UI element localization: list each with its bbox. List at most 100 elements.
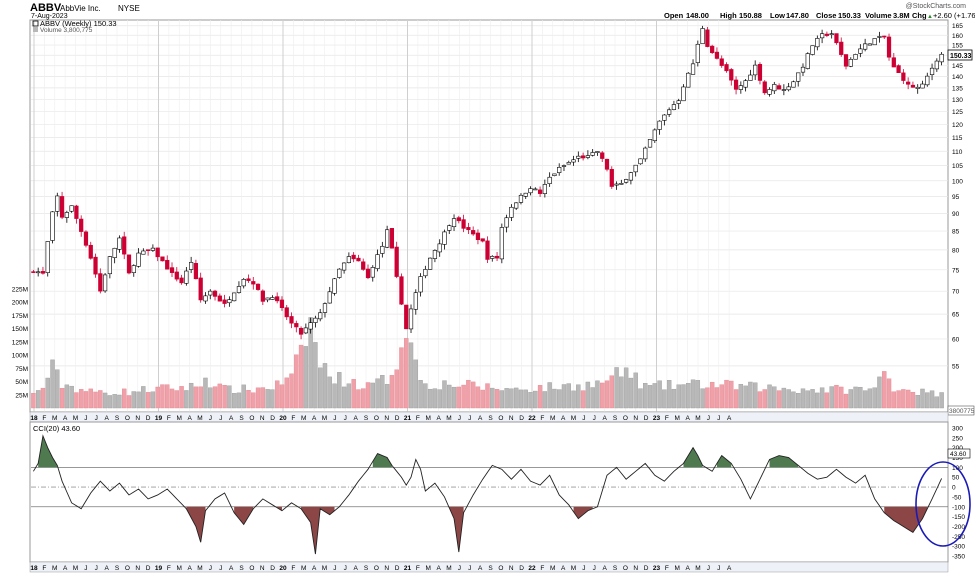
cci-tick-label: 300 [952, 425, 963, 432]
x-axis-tick-label: J [333, 565, 336, 572]
candle-body [413, 292, 418, 310]
candle-body [781, 89, 786, 91]
volume-bar [198, 386, 203, 409]
open-value: 148.00 [686, 11, 709, 20]
volume-bar [341, 386, 347, 409]
volume-bar [652, 383, 658, 409]
x-axis-tick-label: 23 [653, 565, 661, 572]
x-axis-tick-label: A [561, 415, 566, 422]
candle-body [308, 322, 313, 330]
candle-body [122, 236, 127, 255]
volume-bar [174, 390, 180, 409]
candle-body [523, 192, 528, 197]
volume-bar [356, 389, 361, 409]
price-tick-label: 60 [952, 336, 960, 343]
x-axis-tick-label: O [125, 565, 130, 572]
cci-oversold-fill [573, 506, 593, 519]
x-axis-tick-label: O [249, 415, 254, 422]
x-axis-tick-label: A [602, 565, 607, 572]
high-label: High [720, 11, 737, 20]
candle-body [609, 168, 614, 187]
volume-bar [537, 385, 543, 409]
volume-bar [772, 386, 777, 409]
x-axis-tick-label: N [509, 415, 514, 422]
volume-tick-label: 225M [12, 286, 28, 293]
volume-legend-swatch [33, 27, 38, 32]
candle-body [31, 271, 36, 273]
candle-body [710, 45, 715, 53]
x-axis-tick-label: O [498, 565, 503, 572]
price-tick-label: 70 [952, 289, 960, 296]
candle-body [929, 67, 935, 76]
x-axis-tick-label: J [717, 565, 720, 572]
volume-bar [877, 376, 882, 409]
x-axis-tick-label: A [561, 565, 566, 572]
x-axis-tick-label: F [416, 415, 420, 422]
last-volume-badge-box [947, 405, 975, 416]
x-axis-tick-label: A [685, 415, 690, 422]
volume-bar [609, 375, 614, 409]
volume-bar [298, 344, 304, 409]
candle-body [145, 249, 151, 251]
x-axis-tick-label: J [209, 415, 212, 422]
x-axis-tick-label: S [613, 565, 618, 572]
candle-body [88, 244, 93, 259]
volume-bar [327, 376, 332, 409]
candle-body [743, 80, 748, 88]
x-axis-tick-label: J [219, 565, 222, 572]
candle-body [189, 262, 194, 270]
x-axis-tick-label: S [364, 565, 369, 572]
company-name: AbbVie Inc. [60, 4, 101, 13]
volume-label: Volume [865, 11, 892, 20]
x-axis-tick-label: 21 [404, 415, 412, 422]
price-tick-label: 105 [952, 163, 963, 170]
candle-body [662, 114, 667, 121]
volume-bar [709, 381, 715, 409]
candle-body [179, 277, 184, 284]
x-axis-tick-label: M [426, 565, 431, 572]
price-tick-label: 95 [952, 194, 960, 201]
candle-body [877, 36, 882, 38]
x-axis-tick-label: A [436, 565, 441, 572]
volume-bar [504, 388, 509, 409]
candle-body [318, 312, 323, 320]
volume-bar [332, 383, 337, 409]
candle-body [647, 139, 653, 148]
volume-bar [208, 387, 213, 409]
volume-bar [470, 381, 476, 409]
ohlc-quote-bar: Open 148.00 High 150.88 Low 147.80 Close… [664, 11, 975, 20]
candle-body [289, 316, 294, 324]
volume-bar [150, 391, 156, 409]
close-value: 150.33 [838, 11, 861, 20]
x-axis-tick-label: A [104, 415, 109, 422]
candle-body [733, 79, 739, 90]
volume-bar [126, 395, 132, 409]
cci-overbought-fill [38, 435, 58, 468]
candle-body [102, 274, 108, 292]
x-axis-tick-label: F [416, 565, 420, 572]
volume-bar [35, 390, 41, 409]
volume-bar [451, 386, 457, 409]
volume-value: 3.8M [893, 11, 910, 20]
candle-body [83, 231, 89, 246]
volume-bar [556, 389, 562, 409]
volume-bar [781, 387, 787, 409]
volume-bar [317, 367, 323, 409]
candle-body [604, 158, 610, 170]
price-tick-label: 110 [952, 149, 963, 156]
stockcharts-watermark: @StockCharts.com [906, 3, 967, 10]
x-axis-tick-label: S [239, 415, 244, 422]
candle-body [337, 268, 342, 278]
volume-bar [270, 389, 275, 409]
candle-body [404, 304, 409, 330]
x-axis-tick-label: S [488, 565, 493, 572]
volume-bar [882, 371, 887, 409]
x-axis-tick-label: M [52, 565, 57, 572]
volume-bar [901, 389, 906, 409]
volume-bar [886, 378, 892, 409]
candle-body [757, 64, 763, 81]
candle-body [633, 164, 638, 173]
cci-series-line [33, 434, 943, 555]
x-axis-tick-label: J [84, 415, 87, 422]
x-axis-tick-label: O [623, 415, 628, 422]
